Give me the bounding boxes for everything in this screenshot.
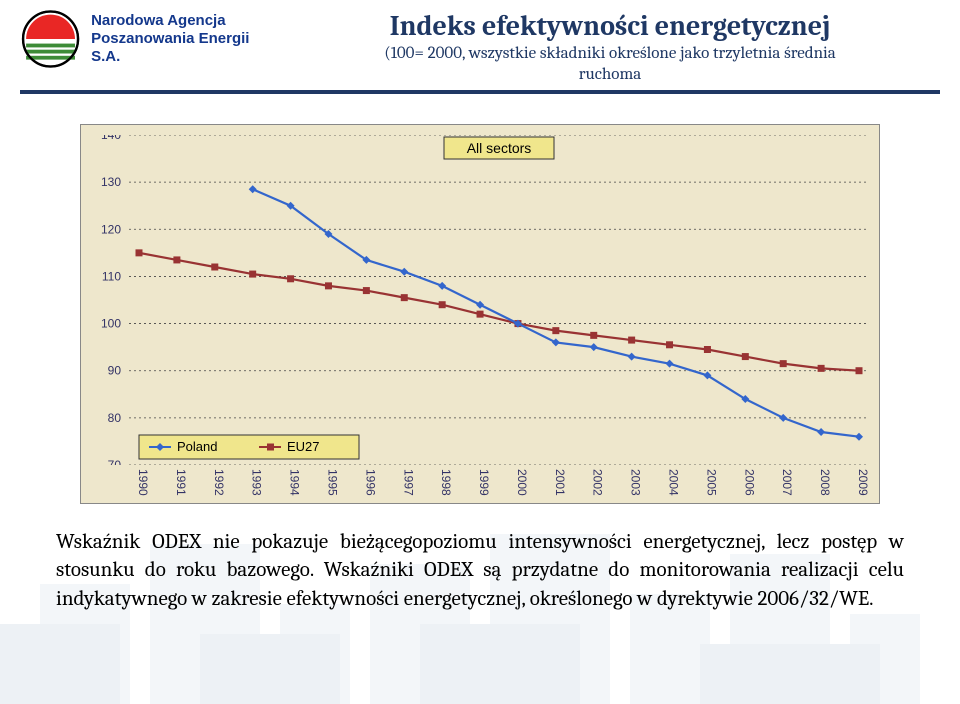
logo-text-line1: Narodowa Agencja <box>91 12 280 30</box>
svg-text:2006: 2006 <box>742 469 756 496</box>
svg-text:2005: 2005 <box>704 469 718 496</box>
svg-text:70: 70 <box>108 458 122 465</box>
svg-text:1994: 1994 <box>288 469 302 496</box>
svg-text:120: 120 <box>101 222 121 236</box>
svg-text:2001: 2001 <box>553 469 567 496</box>
svg-text:1990: 1990 <box>136 469 150 496</box>
svg-text:2007: 2007 <box>780 469 794 496</box>
svg-text:2000: 2000 <box>515 469 529 496</box>
page-subtitle-1: (100= 2000, wszystkie składniki określon… <box>280 44 940 63</box>
svg-text:All sectors: All sectors <box>467 140 532 156</box>
chart-x-axis: 1990 1991 1992 1993 1994 1995 1996 1997 1998 1999… <box>129 467 869 503</box>
svg-text:1999: 1999 <box>477 469 491 496</box>
header-divider <box>20 90 940 94</box>
svg-text:140: 140 <box>101 135 121 142</box>
svg-text:1992: 1992 <box>212 469 226 496</box>
svg-text:2009: 2009 <box>856 469 869 496</box>
page-subtitle-2: ruchoma <box>280 65 940 84</box>
svg-text:1993: 1993 <box>250 469 264 496</box>
svg-text:EU27: EU27 <box>287 439 320 454</box>
svg-text:Poland: Poland <box>177 439 217 454</box>
logo-text-line2: Poszanowania Energii S.A. <box>91 30 280 66</box>
odex-chart: All sectorsPolandEU27 199019911992199319… <box>80 124 880 504</box>
svg-text:130: 130 <box>101 175 121 189</box>
svg-text:1997: 1997 <box>401 469 415 496</box>
svg-text:1995: 1995 <box>325 469 339 496</box>
svg-text:1996: 1996 <box>363 469 377 496</box>
svg-text:100: 100 <box>101 317 121 331</box>
chart-y-axis: 70 80 90 100 110 120 130 140 <box>81 135 127 465</box>
svg-text:2002: 2002 <box>591 469 605 496</box>
svg-text:2004: 2004 <box>667 469 681 496</box>
svg-text:80: 80 <box>108 411 122 425</box>
svg-text:1991: 1991 <box>174 469 188 496</box>
chart-caption: Wskaźnik ODEX nie pokazuje bieżącegopozi… <box>0 504 960 613</box>
page-title: Indeks efektywności energetycznej <box>280 10 940 42</box>
svg-text:110: 110 <box>102 269 121 283</box>
nape-logo-icon <box>20 8 81 70</box>
svg-text:1998: 1998 <box>439 469 453 496</box>
logo: Narodowa Agencja Poszanowania Energii S.… <box>20 8 280 70</box>
svg-text:2008: 2008 <box>818 469 832 496</box>
svg-text:2003: 2003 <box>629 469 643 496</box>
chart-plot-area: All sectors Poland EU27 <box>129 135 869 465</box>
header: Narodowa Agencja Poszanowania Energii S.… <box>0 0 960 84</box>
svg-text:90: 90 <box>108 364 122 378</box>
